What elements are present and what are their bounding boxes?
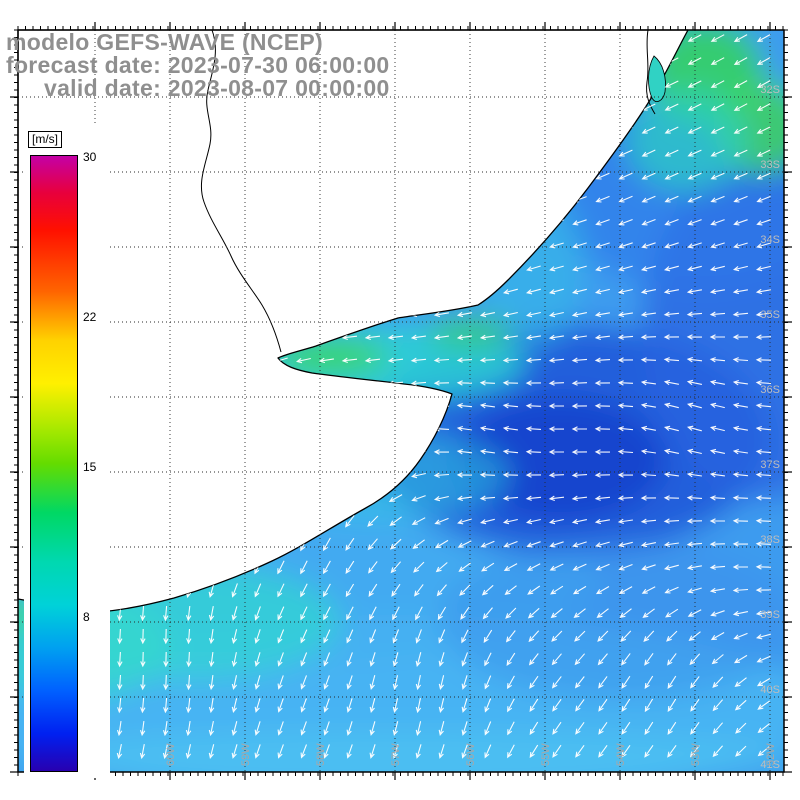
- model-title: modelo GEFS-WAVE (NCEP): [6, 29, 323, 55]
- lon-label: 59W: [240, 743, 252, 766]
- lat-label: 39S: [760, 609, 780, 621]
- lat-label: 34S: [760, 234, 780, 246]
- map-border: [17, 29, 785, 773]
- river-line: [200, 29, 282, 353]
- colorbar-tick-label: 22: [83, 310, 97, 324]
- colorbar-unit-label: [m/s]: [28, 131, 62, 148]
- lat-label: 35S: [760, 309, 780, 321]
- lat-label: 33S: [760, 159, 780, 171]
- lon-label: 52W: [765, 743, 777, 766]
- lon-label: 54W: [615, 743, 627, 766]
- lat-label: 36S: [760, 384, 780, 396]
- lon-label: 57W: [390, 743, 402, 766]
- colorbar-tick-label: 15: [83, 460, 97, 474]
- lat-label: 40S: [760, 684, 780, 696]
- lon-label: 56W: [465, 743, 477, 766]
- lat-label: 32S: [760, 84, 780, 96]
- colorbar-panel: [m/s] 30 22 15 8: [24, 126, 110, 778]
- lat-label: 37S: [760, 459, 780, 471]
- lat-label: 38S: [760, 534, 780, 546]
- coastal-lagoon: [648, 55, 666, 102]
- latitude-labels: 32S 33S 34S 35S 36S 37S 38S 39S 40S 41S: [760, 84, 780, 771]
- valid-date-line: valid date: 2023-08-07 00:00:00: [44, 75, 390, 101]
- lon-label: 53W: [690, 743, 702, 766]
- lat-label: 41S: [760, 759, 780, 771]
- lon-label: 58W: [315, 743, 327, 766]
- lon-label: 55W: [540, 743, 552, 766]
- lon-label: 60W: [165, 743, 177, 766]
- colorbar-tick-label: 30: [83, 150, 97, 164]
- colorbar-tick-label: 8: [83, 610, 90, 624]
- forecast-date-line: forecast date: 2023-07-30 06:00:00: [6, 52, 390, 78]
- colorbar-gradient: [30, 155, 78, 772]
